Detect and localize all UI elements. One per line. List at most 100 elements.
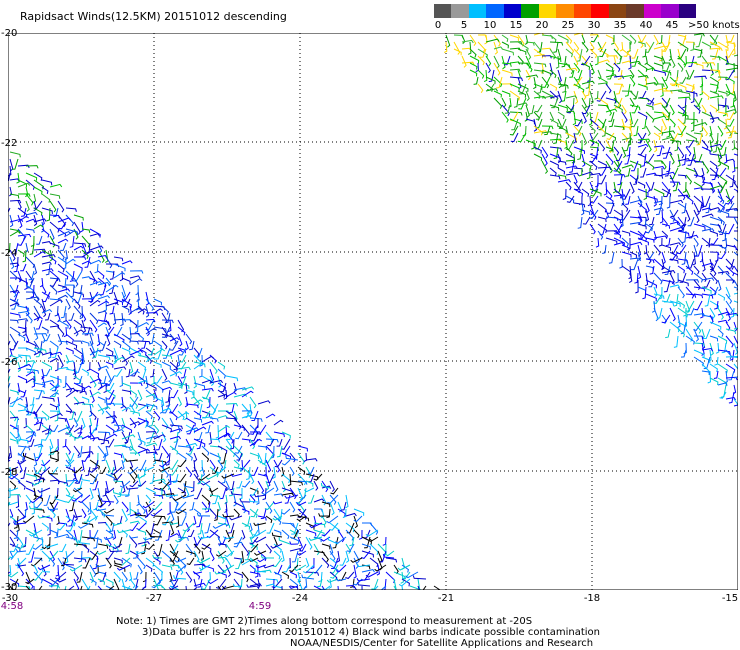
wind-barb xyxy=(193,410,202,419)
wind-barb xyxy=(469,55,480,64)
wind-barb xyxy=(273,419,284,426)
wind-barb xyxy=(69,501,75,512)
wind-barb xyxy=(49,550,56,562)
wind-barb xyxy=(653,34,659,46)
wind-barb xyxy=(96,333,101,347)
wind-barb xyxy=(561,76,567,87)
wind-barb xyxy=(717,118,728,128)
wind-barb xyxy=(597,223,607,234)
wind-barb xyxy=(190,480,195,493)
wind-barb xyxy=(709,307,716,319)
wind-barb xyxy=(581,55,588,66)
wind-barb xyxy=(121,354,129,366)
wind-barb xyxy=(137,501,146,514)
wind-barb xyxy=(145,393,157,398)
wind-barb xyxy=(637,195,643,208)
wind-barb xyxy=(8,172,11,182)
wind-barb xyxy=(621,244,630,251)
wind-barb xyxy=(185,452,193,461)
wind-barb xyxy=(33,186,43,195)
legend-swatch xyxy=(661,4,680,18)
wind-barb xyxy=(589,172,602,177)
wind-barb xyxy=(45,263,51,276)
wind-barb xyxy=(41,522,49,531)
wind-barb xyxy=(77,445,83,458)
wind-barb xyxy=(56,585,59,590)
latitude-label: -28 xyxy=(1,467,18,478)
wind-barb xyxy=(228,487,235,497)
wind-barb xyxy=(17,310,30,315)
wind-barb xyxy=(710,237,719,245)
wind-barb xyxy=(65,368,78,375)
wind-barb xyxy=(271,578,283,589)
wind-barb xyxy=(364,536,371,549)
wind-barb xyxy=(161,326,171,338)
wind-barb xyxy=(57,426,72,433)
wind-barb xyxy=(62,375,67,389)
wind-barb xyxy=(159,459,171,468)
latitude-label: -20 xyxy=(1,28,18,39)
wind-barb xyxy=(33,207,43,216)
wind-barb xyxy=(185,417,196,427)
wind-barb xyxy=(653,286,658,298)
wind-barb xyxy=(66,480,75,488)
wind-barb xyxy=(123,298,131,308)
legend-label: 15 xyxy=(509,20,523,31)
wind-barb xyxy=(25,473,37,480)
wind-barb xyxy=(701,237,711,248)
wind-barb xyxy=(9,333,17,347)
wind-barb xyxy=(49,351,63,356)
wind-barb xyxy=(145,327,157,335)
wind-barb xyxy=(582,216,591,225)
wind-barb xyxy=(709,185,724,190)
wind-barb xyxy=(677,194,690,199)
wind-barb xyxy=(176,354,181,368)
wind-barb xyxy=(730,97,735,108)
wind-barb xyxy=(609,118,615,128)
legend-swatch xyxy=(626,4,645,18)
wind-barb xyxy=(687,153,695,166)
wind-barb xyxy=(9,543,21,552)
wind-barb xyxy=(621,164,634,169)
wind-barb xyxy=(8,445,13,460)
wind-barb xyxy=(201,445,210,456)
wind-barb xyxy=(78,522,91,529)
wind-barb xyxy=(9,249,16,262)
wind-barb xyxy=(161,459,165,473)
wind-barb xyxy=(169,349,184,356)
wind-barb xyxy=(217,432,231,440)
wind-barb xyxy=(17,480,26,490)
wind-barb xyxy=(326,508,331,519)
wind-barb xyxy=(669,76,678,87)
wind-barb xyxy=(688,230,695,239)
wind-barb xyxy=(119,557,131,566)
wind-barb xyxy=(62,256,67,270)
wind-barb xyxy=(105,354,117,360)
wind-barb xyxy=(17,363,32,370)
wind-barb xyxy=(531,139,535,150)
wind-barb xyxy=(121,480,126,494)
wind-barb xyxy=(345,584,355,589)
wind-barb xyxy=(9,585,14,590)
wind-barb xyxy=(49,391,60,398)
wind-barb xyxy=(329,522,339,531)
wind-barb xyxy=(461,55,467,68)
wind-barb xyxy=(49,375,62,383)
wind-barb xyxy=(485,62,491,74)
wind-barb xyxy=(606,132,615,140)
wind-barb xyxy=(33,382,46,388)
wind-barb xyxy=(669,307,676,322)
wind-barb xyxy=(53,207,59,218)
wind-barb xyxy=(272,515,283,521)
wind-barb xyxy=(120,312,124,327)
wind-barb xyxy=(637,237,649,246)
wind-barb xyxy=(145,298,155,312)
wind-barb xyxy=(631,160,639,172)
wind-barb xyxy=(97,242,103,254)
wind-barb xyxy=(47,347,52,359)
wind-barb xyxy=(733,209,738,211)
wind-barb xyxy=(374,564,387,572)
wind-barb xyxy=(728,391,735,404)
wind-barb xyxy=(105,302,119,307)
wind-barb xyxy=(196,438,203,450)
